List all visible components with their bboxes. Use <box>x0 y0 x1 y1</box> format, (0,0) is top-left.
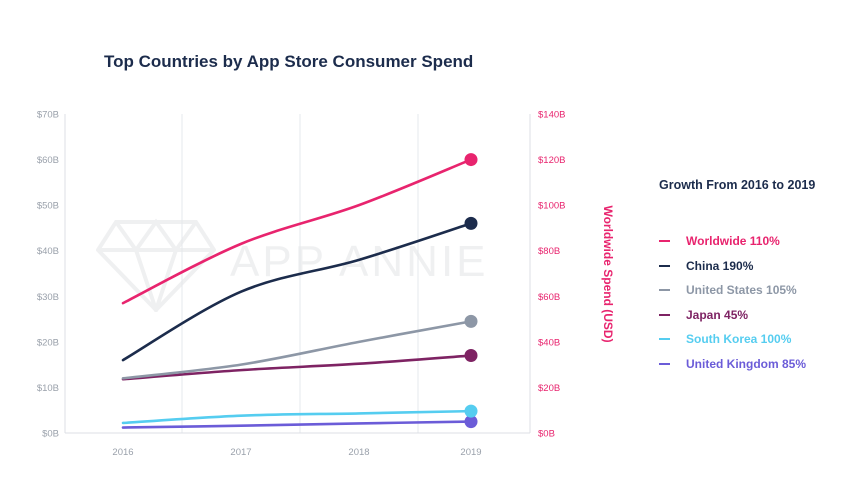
left-tick-label: $40B <box>37 246 59 257</box>
x-tick-label: 2017 <box>230 447 251 458</box>
legend-item-china[interactable]: China 190% <box>659 254 859 279</box>
end-point-south-korea[interactable] <box>464 404 478 418</box>
right-tick-label: $20B <box>538 383 560 394</box>
left-tick-label: $50B <box>37 201 59 212</box>
legend-swatch <box>659 240 670 243</box>
series-line-worldwide <box>121 158 473 305</box>
end-point-worldwide[interactable] <box>464 153 478 167</box>
left-tick-label: $10B <box>37 383 59 394</box>
legend-label: Worldwide 110% <box>686 234 780 249</box>
legend-swatch <box>659 289 670 292</box>
end-point-united-states[interactable] <box>464 314 478 328</box>
legend-item-united-kingdom[interactable]: United Kingdom 85% <box>659 352 859 377</box>
legend-swatch <box>659 264 670 267</box>
right-tick-label: $120B <box>538 155 565 166</box>
left-tick-label: $30B <box>37 292 59 303</box>
chart-title: Top Countries by App Store Consumer Spen… <box>104 52 474 71</box>
legend-label: United Kingdom 85% <box>686 356 807 371</box>
axes-layer: $0B $10B $20B $30B $40B $50B $60B $70B $0B $20B $4… <box>37 110 566 459</box>
legend-items: Worldwide 110% China 190% United States 10… <box>659 229 859 376</box>
right-tick-label: $100B <box>538 201 565 212</box>
right-tick-label: $0B <box>538 429 555 440</box>
series-line-china <box>121 222 473 362</box>
series-line-united-kingdom <box>121 420 473 429</box>
end-point-china[interactable] <box>464 216 478 230</box>
legend-item-south-korea[interactable]: South Korea 100% <box>659 327 859 352</box>
legend-label: South Korea 100% <box>686 332 792 347</box>
legend-label: Japan 45% <box>686 307 749 322</box>
left-tick-label: $20B <box>37 337 59 348</box>
legend: Growth From 2016 to 2019 Worldwide 110% C… <box>659 178 859 376</box>
legend-label: China 190% <box>686 258 754 273</box>
legend-swatch <box>659 313 670 316</box>
legend-item-japan[interactable]: Japan 45% <box>659 303 859 328</box>
right-axis-label: Worldwide Spend (USD) <box>601 205 615 342</box>
series-line-south-korea <box>121 409 473 425</box>
legend-item-worldwide[interactable]: Worldwide 110% <box>659 229 859 254</box>
legend-label: United States 105% <box>686 283 797 298</box>
x-tick-label: 2016 <box>112 447 133 458</box>
series-layer <box>121 158 473 429</box>
right-tick-label: $60B <box>538 292 560 303</box>
legend-swatch <box>659 338 670 341</box>
left-tick-label: $70B <box>37 110 59 121</box>
legend-item-united-states[interactable]: United States 105% <box>659 278 859 303</box>
end-point-united-kingdom[interactable] <box>464 415 478 429</box>
right-tick-label: $140B <box>538 110 565 121</box>
legend-title: Growth From 2016 to 2019 <box>659 178 816 192</box>
left-tick-label: $60B <box>37 155 59 166</box>
series-line-united-states <box>121 320 473 380</box>
right-tick-label: $40B <box>538 337 560 348</box>
series-line-japan <box>121 354 473 381</box>
right-tick-label: $80B <box>538 246 560 257</box>
points-layer <box>464 153 478 429</box>
legend-swatch <box>659 362 670 365</box>
end-point-japan[interactable] <box>464 349 478 363</box>
left-tick-label: $0B <box>42 429 59 440</box>
x-tick-label: 2019 <box>460 447 481 458</box>
x-tick-label: 2018 <box>348 447 369 458</box>
